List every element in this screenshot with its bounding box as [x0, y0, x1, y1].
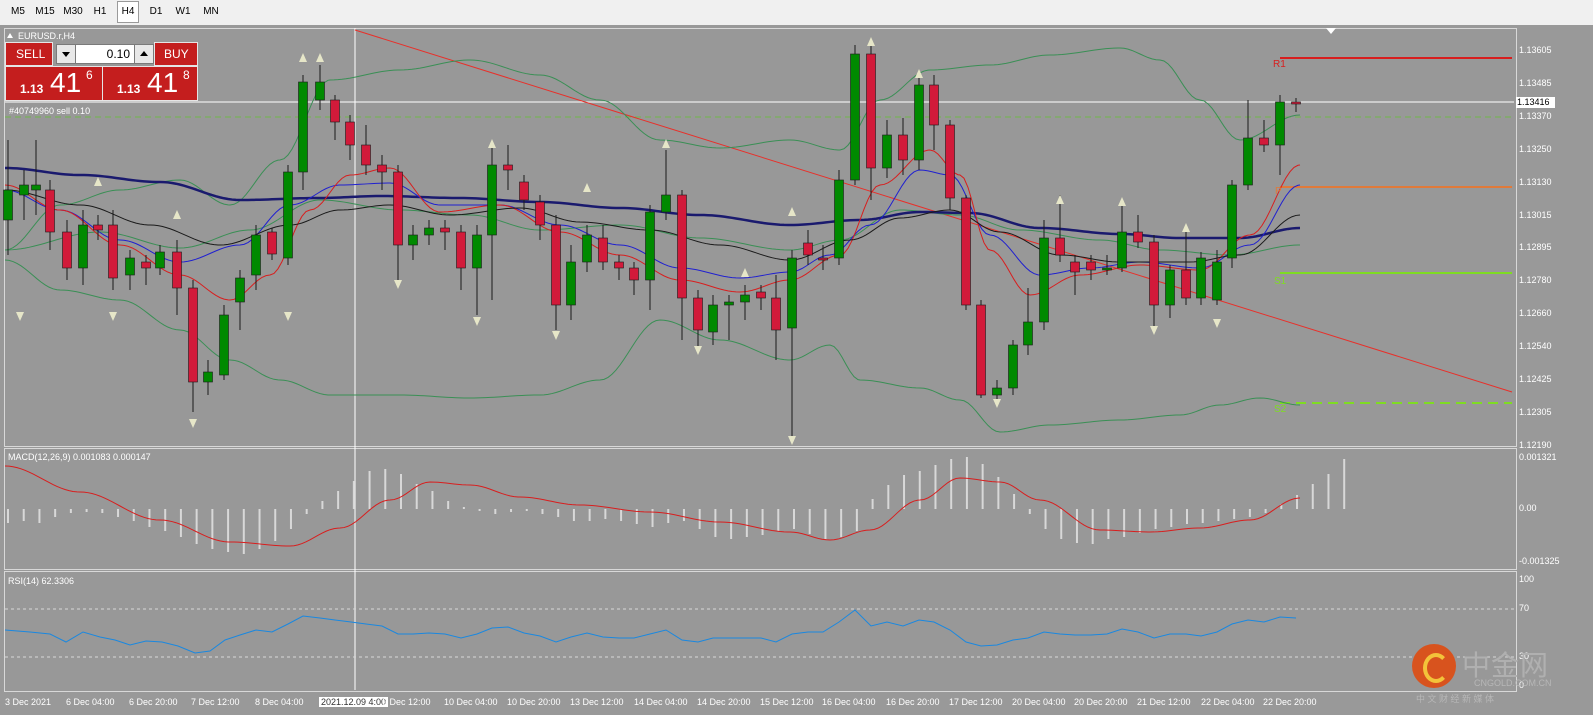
one-click-trading-panel: SELL 0.10 BUY 1.13 41 6 1.13 41 8: [5, 42, 198, 101]
rsi-tick-label: 30: [1519, 651, 1530, 661]
tab-timeframe-h4[interactable]: H4: [117, 1, 139, 23]
time-tick-label: 10 Dec 04:00: [444, 697, 498, 707]
buy-price-big: 41: [147, 67, 179, 98]
macd-tick-label: 0.001321: [1519, 452, 1557, 462]
price-tick-label: 1.13130: [1519, 176, 1552, 187]
buy-price-box[interactable]: 1.13 41 8: [102, 66, 198, 101]
tab-timeframe-h1[interactable]: H1: [93, 6, 107, 17]
crosshair-time-label: 2021.12.09 4:00: [319, 697, 389, 707]
time-tick-label: 20 Dec 20:00: [1074, 697, 1128, 707]
time-tick-label: 16 Dec 20:00: [886, 697, 940, 707]
watermark-name: 中金网: [1462, 649, 1550, 682]
volume-value: 0.10: [106, 47, 130, 61]
sell-price-box[interactable]: 1.13 41 6: [5, 66, 103, 101]
price-tick-label: 1.13370: [1519, 110, 1552, 121]
volume-input[interactable]: 0.10: [75, 44, 135, 64]
symbol-title: EURUSD.r,H4: [18, 31, 76, 41]
pivot-label-s2: S2: [1274, 404, 1287, 415]
pivot-label-p: P: [1275, 186, 1282, 197]
buy-button[interactable]: BUY: [154, 42, 198, 66]
price-tick-label: 1.12660: [1519, 308, 1552, 319]
price-tick-label: 1.13485: [1519, 77, 1552, 88]
time-tick-label: 14 Dec 20:00: [697, 697, 751, 707]
tab-timeframe-m5[interactable]: M5: [11, 6, 25, 17]
volume-decrement-button[interactable]: [56, 44, 76, 64]
time-tick-label: 9 Dec 12:00: [382, 697, 431, 707]
timeframe-toolbar: M5 M15 M30 H1 H4 D1 W1 MN: [0, 0, 1593, 26]
time-tick-label: 6 Dec 04:00: [66, 697, 115, 707]
price-tick-label: 1.12305: [1519, 406, 1552, 417]
pivot-label-s1: S1: [1274, 276, 1287, 287]
price-tick-label: 1.13015: [1519, 209, 1552, 220]
watermark-logo-icon: [1412, 644, 1456, 688]
chevron-up-icon: [140, 51, 148, 56]
current-price-label: 1.13416: [1516, 97, 1555, 108]
price-tick-label: 1.12895: [1519, 242, 1552, 253]
price-tick-label: 1.12780: [1519, 275, 1552, 286]
tab-timeframe-m15[interactable]: M15: [35, 6, 55, 17]
price-tick-label: 1.12190: [1519, 439, 1552, 450]
tab-timeframe-mn[interactable]: MN: [203, 6, 219, 17]
sell-button-label: SELL: [16, 47, 46, 61]
rsi-label: RSI(14) 62.3306: [8, 576, 75, 586]
sell-price-prefix: 1.13: [20, 82, 44, 96]
sell-button[interactable]: SELL: [5, 42, 53, 66]
price-tick-label: 1.12540: [1519, 341, 1552, 352]
tab-timeframe-m30[interactable]: M30: [63, 6, 83, 17]
time-tick-label: 10 Dec 20:00: [507, 697, 561, 707]
chevron-down-icon: [62, 52, 70, 57]
time-tick-label: 3 Dec 2021: [5, 697, 52, 707]
time-tick-label: 6 Dec 20:00: [129, 697, 178, 707]
sell-price-sup: 6: [86, 68, 93, 82]
time-tick-label: 15 Dec 12:00: [760, 697, 814, 707]
order-label[interactable]: #40749960 sell 0.10: [9, 106, 91, 116]
watermark-logo-inner-icon: [1423, 653, 1449, 683]
time-tick-label: 22 Dec 20:00: [1263, 697, 1317, 707]
price-panel[interactable]: [4, 28, 1517, 447]
rsi-tick-label: 0: [1519, 680, 1525, 690]
price-tick-label: 1.12425: [1519, 374, 1552, 384]
tab-timeframe-d1[interactable]: D1: [149, 6, 163, 17]
time-tick-label: 22 Dec 04:00: [1201, 697, 1255, 707]
collapse-arrow-icon[interactable]: [7, 33, 13, 38]
volume-increment-button[interactable]: [134, 44, 154, 64]
price-tick-label: 1.13605: [1519, 45, 1552, 55]
buy-button-label: BUY: [164, 47, 189, 61]
rsi-panel[interactable]: [4, 571, 1517, 692]
time-tick-label: 8 Dec 04:00: [255, 697, 304, 707]
buy-price-sup: 8: [183, 68, 190, 82]
time-tick-label: 17 Dec 12:00: [949, 697, 1003, 707]
time-tick-label: 7 Dec 12:00: [191, 697, 240, 707]
price-tick-label: 1.13250: [1519, 143, 1552, 154]
time-tick-label: 16 Dec 04:00: [822, 697, 876, 707]
time-tick-label: 21 Dec 12:00: [1137, 697, 1191, 707]
rsi-tick-label: 100: [1519, 574, 1535, 584]
watermark-tagline: 中 文 财 经 新 媒 体: [1416, 694, 1495, 704]
buy-price-prefix: 1.13: [117, 82, 141, 96]
time-tick-label: 13 Dec 12:00: [570, 697, 624, 707]
macd-label: MACD(12,26,9) 0.001083 0.000147: [8, 452, 151, 462]
rsi-tick-label: 70: [1519, 603, 1530, 613]
sell-price-big: 41: [50, 67, 82, 98]
macd-tick-label: -0.001325: [1519, 556, 1560, 566]
macd-tick-label: 0.00: [1519, 503, 1537, 513]
macd-panel[interactable]: [4, 448, 1517, 570]
time-tick-label: 14 Dec 04:00: [634, 697, 688, 707]
time-tick-label: 20 Dec 04:00: [1012, 697, 1066, 707]
pivot-label-r1: R1: [1273, 59, 1286, 70]
watermark-url: CNGOLD.COM.CN: [1474, 678, 1552, 688]
tab-timeframe-w1[interactable]: W1: [175, 6, 191, 17]
